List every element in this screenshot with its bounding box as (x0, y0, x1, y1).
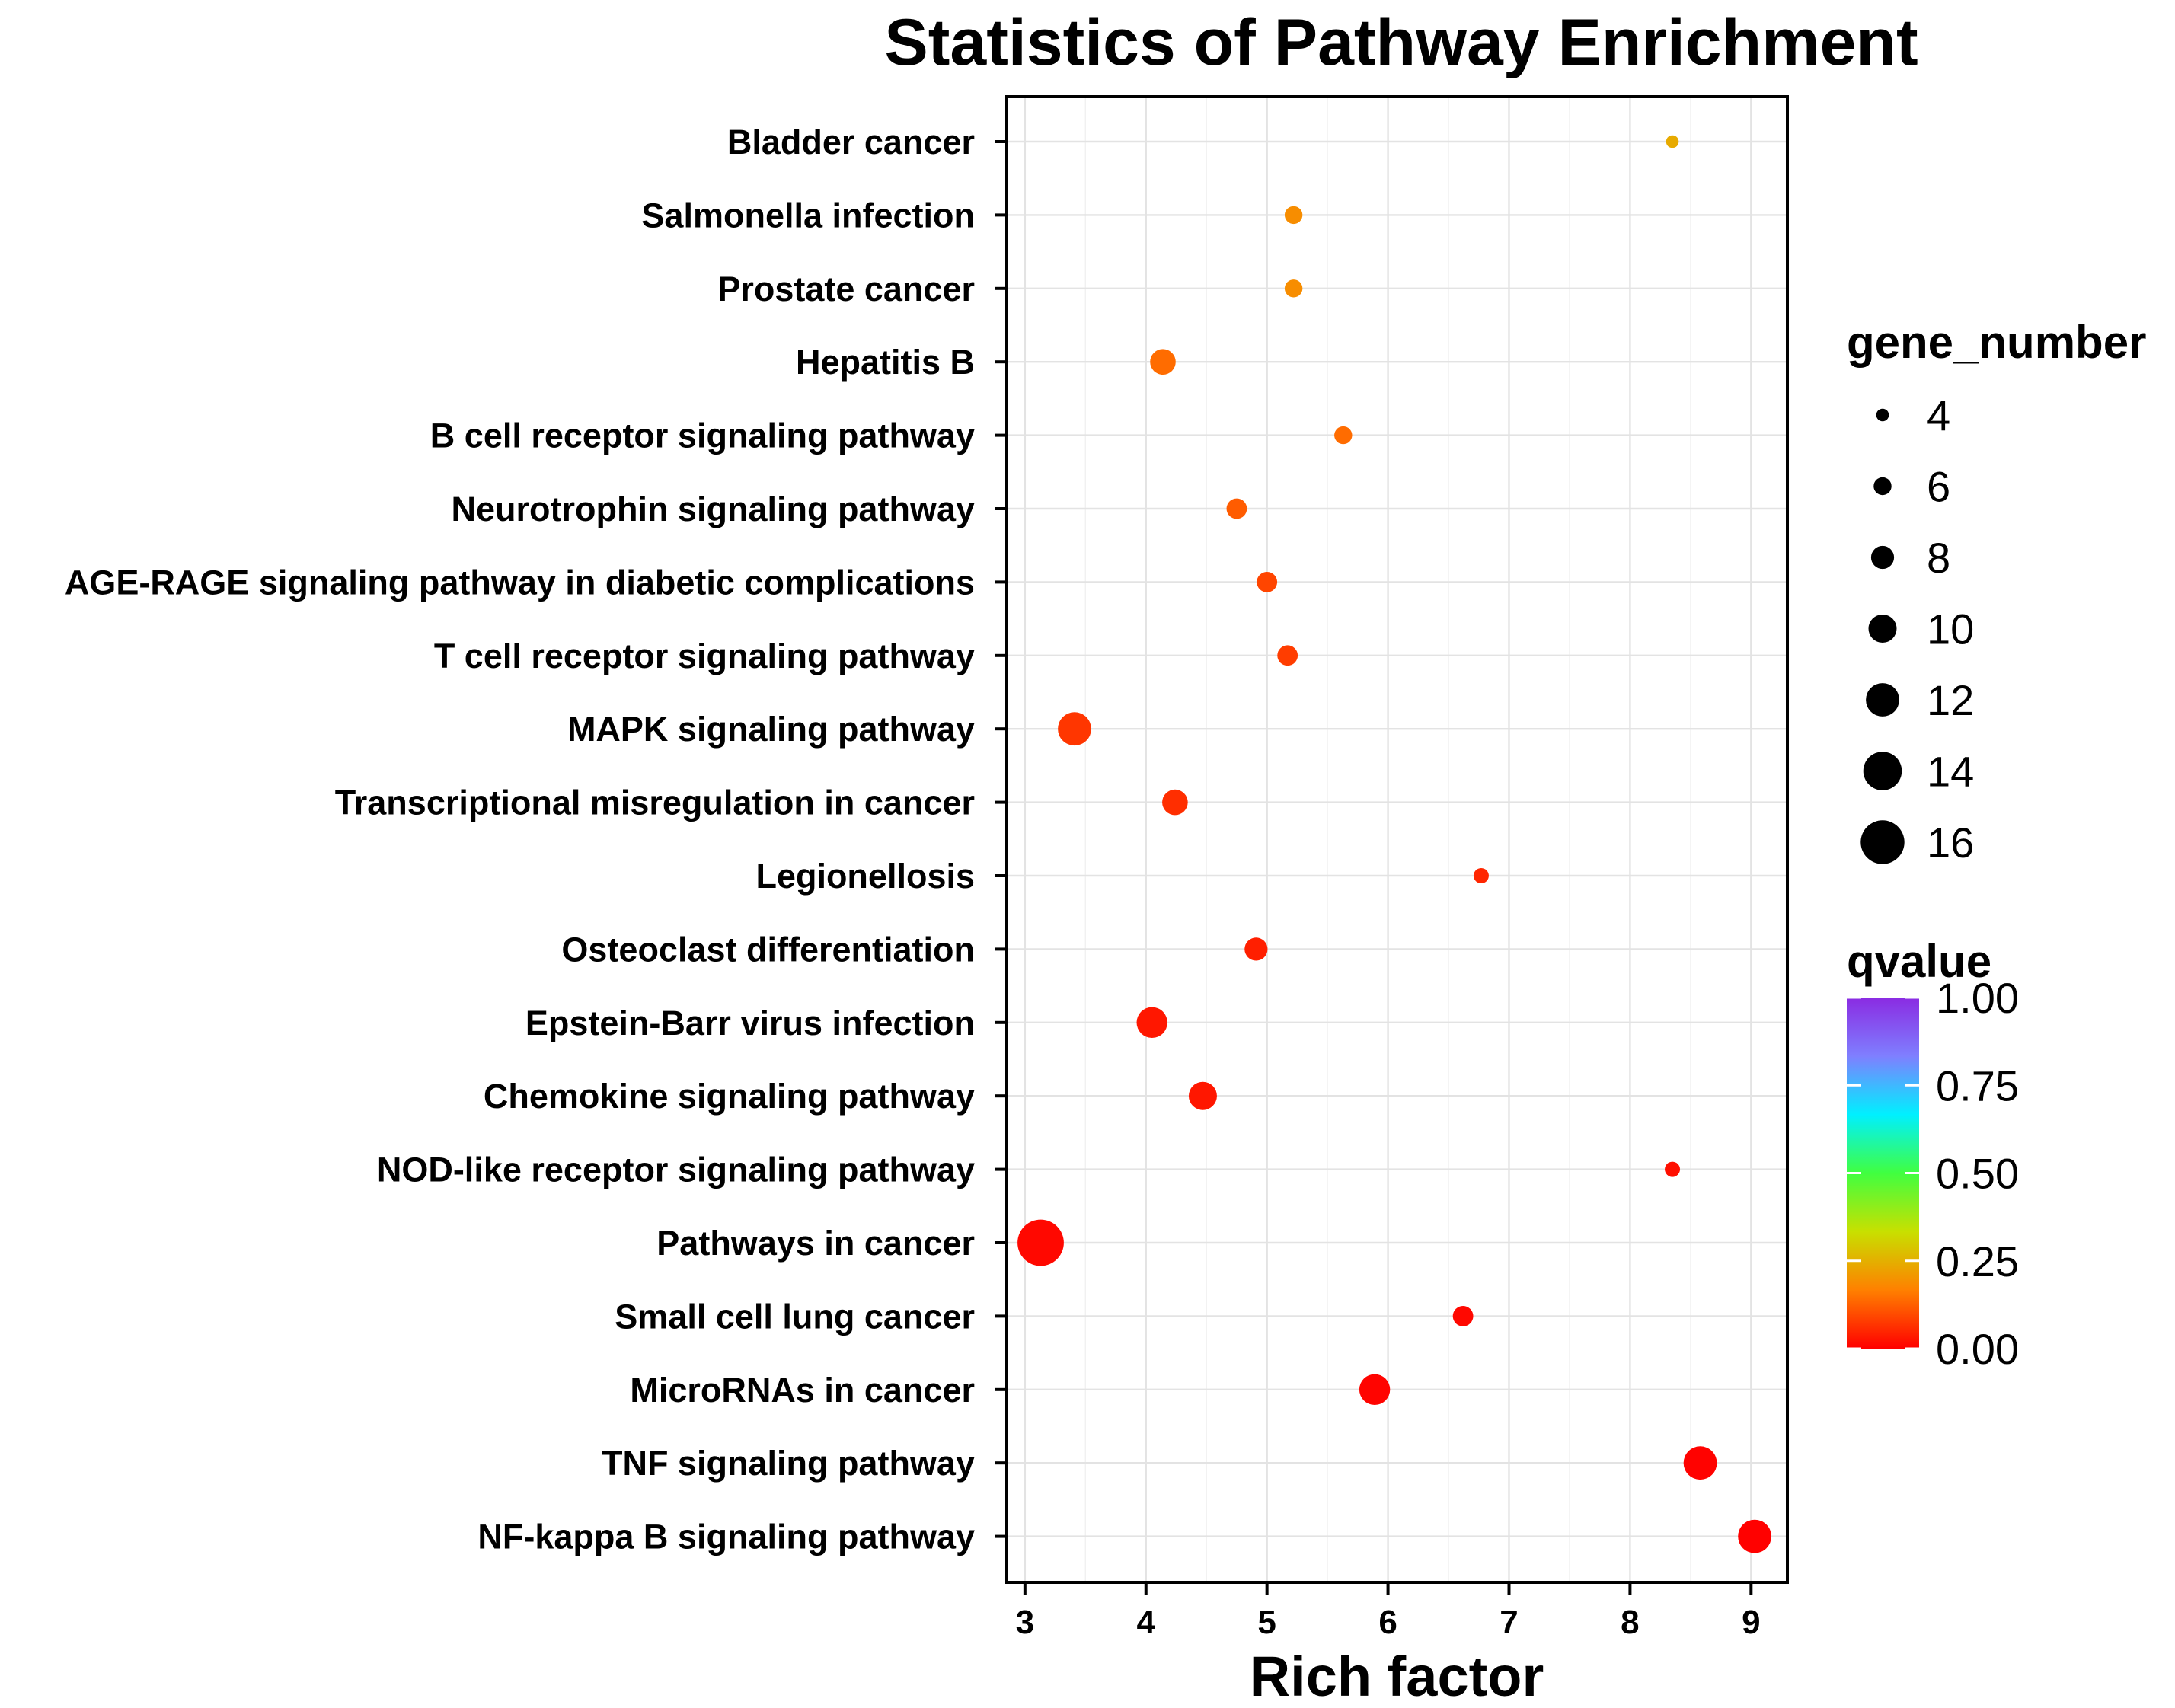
color-legend-label: 1.00 (1936, 974, 2019, 1022)
category-label: NF-kappa B signaling pathway (477, 1518, 975, 1556)
data-point (1452, 1306, 1474, 1326)
x-tick-label: 6 (1378, 1604, 1397, 1641)
data-point (1226, 498, 1247, 519)
size-legend: gene_number 4 6 8 10 12 14 16 (1847, 317, 2146, 867)
category-label: MAPK signaling pathway (567, 710, 975, 749)
data-point (1473, 868, 1489, 883)
category-label: Legionellosis (755, 857, 975, 896)
size-legend-dot (1876, 408, 1889, 422)
category-label: Bladder cancer (727, 123, 975, 161)
color-legend-title: qvalue (1847, 936, 1991, 987)
size-legend-label: 6 (1927, 463, 1950, 511)
x-axis-title: Rich factor (1250, 1645, 1544, 1708)
data-point (1162, 789, 1188, 816)
data-point (1683, 1446, 1717, 1480)
data-point (1136, 1007, 1167, 1039)
data-point (1665, 1161, 1681, 1177)
category-label: NOD-like receptor signaling pathway (377, 1151, 975, 1189)
category-label: Prostate cancer (717, 270, 975, 308)
size-legend-label: 12 (1927, 676, 1974, 724)
category-label: B cell receptor signaling pathway (430, 417, 975, 455)
y-axis-labels: Bladder cancer Salmonella infection Prosta… (65, 123, 975, 1556)
category-label: Epstein-Barr virus infection (525, 1004, 975, 1042)
data-point (1244, 937, 1268, 961)
category-label: AGE-RAGE signaling pathway in diabetic c… (65, 563, 975, 602)
color-legend-label: 0.75 (1936, 1062, 2019, 1109)
category-label: Hepatitis B (796, 343, 975, 382)
data-point (1738, 1519, 1771, 1553)
size-legend-dot (1863, 752, 1902, 790)
color-legend-label: 0.00 (1936, 1325, 2019, 1373)
category-label: TNF signaling pathway (602, 1444, 975, 1483)
data-point (1058, 712, 1091, 746)
x-axis: 3 4 5 6 7 8 9 (1016, 1582, 1761, 1641)
color-legend-label: 0.25 (1936, 1237, 2019, 1285)
category-label: T cell receptor signaling pathway (434, 637, 975, 675)
size-legend-dot (1860, 820, 1905, 864)
category-label: Neurotrophin signaling pathway (451, 490, 975, 528)
size-legend-label: 14 (1927, 748, 1974, 796)
size-legend-dot (1866, 683, 1899, 717)
size-legend-label: 4 (1927, 391, 1950, 439)
plot-frame (1005, 95, 1789, 1584)
x-tick-label: 5 (1257, 1604, 1276, 1641)
size-legend-label: 8 (1927, 534, 1950, 582)
data-point (1150, 349, 1176, 375)
color-legend: qvalue 1.00 0.75 0.50 0.25 0.00 (1847, 936, 2019, 1373)
size-legend-dot (1870, 545, 1895, 570)
grid-lines (1007, 97, 1787, 1582)
category-label: Pathways in cancer (656, 1224, 975, 1263)
data-point (1334, 426, 1353, 445)
color-legend-label: 0.50 (1936, 1150, 2019, 1198)
data-point (1359, 1374, 1391, 1406)
data-point (1666, 135, 1679, 148)
x-tick-label: 3 (1016, 1604, 1034, 1641)
category-label: Transcriptional misregulation in cancer (335, 784, 975, 822)
category-label: Osteoclast differentiation (561, 930, 975, 969)
category-label: MicroRNAs in cancer (630, 1371, 975, 1409)
size-legend-label: 10 (1927, 605, 1974, 653)
data-points (1017, 135, 1771, 1553)
category-label: Small cell lung cancer (615, 1297, 975, 1336)
y-axis-ticks (995, 140, 1007, 1538)
category-label: Chemokine signaling pathway (484, 1077, 975, 1116)
chart-title: Statistics of Pathway Enrichment (884, 6, 1918, 79)
size-legend-title: gene_number (1847, 317, 2146, 368)
x-tick-label: 9 (1742, 1604, 1760, 1641)
x-tick-label: 7 (1500, 1604, 1518, 1641)
data-point (1017, 1219, 1064, 1266)
category-label: Salmonella infection (641, 196, 975, 235)
size-legend-dot (1868, 615, 1897, 643)
size-legend-dot (1873, 477, 1892, 496)
x-tick-label: 4 (1137, 1604, 1156, 1641)
size-legend-label: 16 (1927, 819, 1974, 867)
x-tick-label: 8 (1621, 1604, 1639, 1641)
data-point (1257, 572, 1278, 592)
data-point (1284, 279, 1303, 298)
data-point (1277, 645, 1298, 666)
data-point (1188, 1081, 1217, 1110)
data-point (1284, 206, 1303, 225)
